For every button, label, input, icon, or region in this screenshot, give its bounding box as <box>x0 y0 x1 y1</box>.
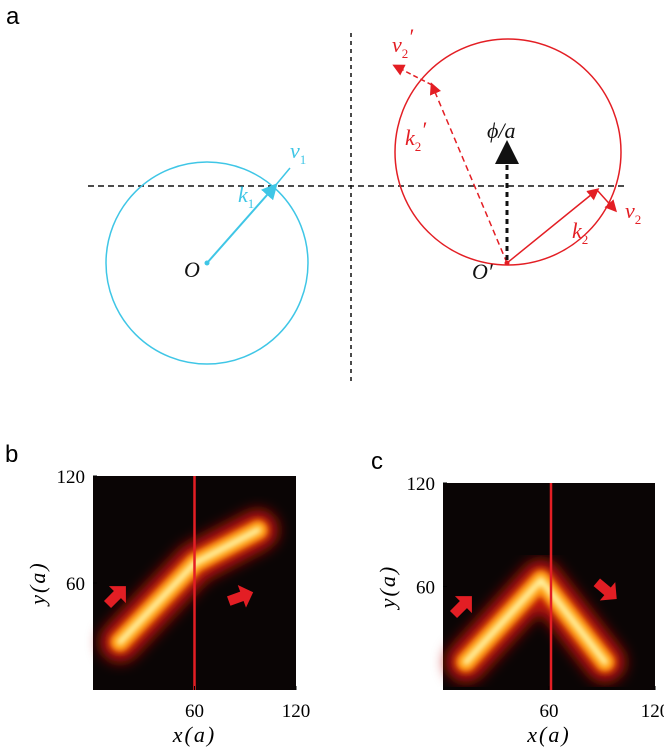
phi-label: ϕ/a <box>487 118 516 143</box>
y-tick-label: 120 <box>407 474 436 495</box>
x-axis-label: x(a) <box>172 722 216 747</box>
x-tick-label: 120 <box>282 701 311 722</box>
y-axis-label: y(a) <box>25 561 50 606</box>
direction-arrow <box>449 596 472 619</box>
v2-prime-label: v2′ <box>392 24 414 61</box>
panel-label: c <box>371 448 383 475</box>
x-tick-label: 120 <box>641 701 664 722</box>
x-tick-label: 60 <box>185 701 204 722</box>
x-axis-label: x(a) <box>526 722 570 747</box>
heatmap <box>446 560 625 682</box>
direction-arrow <box>227 585 254 608</box>
y-tick-label: 120 <box>57 467 86 488</box>
y-tick-label: 60 <box>66 574 85 595</box>
origin-label: O <box>184 257 200 282</box>
origin-prime-label: O′ <box>472 259 494 284</box>
panel-label: a <box>6 3 20 30</box>
panel-a-diagram <box>88 33 625 385</box>
direction-arrow <box>103 586 126 609</box>
k1-label: k1 <box>238 182 254 211</box>
beam-core <box>462 576 609 666</box>
k2-prime-label: k2′ <box>405 117 427 154</box>
v2-label: v2 <box>625 198 641 227</box>
v1-label: v1 <box>290 138 306 167</box>
direction-arrow <box>593 578 617 601</box>
y-tick-label: 60 <box>416 578 435 599</box>
k2-label: k2 <box>572 218 588 247</box>
y-axis-label: y(a) <box>375 565 400 610</box>
panel-label: b <box>5 441 18 468</box>
x-tick-label: 60 <box>540 701 559 722</box>
